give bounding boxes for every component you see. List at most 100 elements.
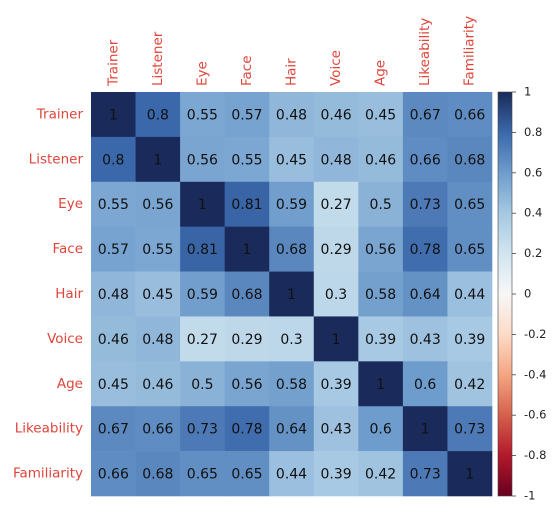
- cell-label: 0.68: [231, 287, 262, 303]
- heatmap-cell: [269, 316, 315, 362]
- cell-label: 0.46: [365, 152, 396, 168]
- cell-label: 0.68: [276, 242, 307, 258]
- cell-label: 0.5: [369, 197, 391, 213]
- heatmap-cell: [313, 406, 359, 452]
- cell-label: 0.3: [280, 332, 302, 348]
- heatmap-cell: [402, 451, 448, 497]
- cell-label: 0.67: [98, 422, 129, 438]
- cell-label: 1: [287, 287, 296, 303]
- row-label: Familiarity: [13, 466, 83, 482]
- cell-label: 0.68: [454, 152, 485, 168]
- cell-label: 0.45: [365, 107, 396, 123]
- heatmap-cell: [402, 181, 448, 227]
- heatmap-cell: [358, 316, 404, 362]
- column-label: Likeability: [417, 18, 433, 86]
- cell-label: 1: [376, 377, 385, 393]
- cell-label: 0.46: [98, 332, 129, 348]
- colorbar: [497, 91, 513, 497]
- row-label: Face: [52, 241, 83, 257]
- heatmap-cell: [135, 136, 181, 183]
- cell-label: 0.55: [142, 242, 173, 258]
- heatmap-cell: [269, 181, 315, 227]
- heatmap-cell: [135, 316, 181, 362]
- colorbar-tick-label: 0.4: [524, 206, 542, 220]
- heatmap-cell: [91, 226, 136, 272]
- heatmap-cell: [91, 451, 136, 497]
- heatmap-cell: [135, 226, 181, 272]
- cell-label: 0.66: [410, 152, 441, 168]
- heatmap-cell: [447, 181, 493, 227]
- row-label: Trainer: [36, 106, 84, 122]
- heatmap-cell: [447, 361, 493, 407]
- heatmap-cell: [180, 361, 225, 407]
- heatmap-cell: [402, 271, 448, 317]
- cell-label: 0.66: [454, 107, 485, 123]
- cell-label: 0.48: [276, 107, 307, 123]
- cell-label: 0.57: [231, 107, 262, 123]
- heatmap-cell: [313, 181, 359, 227]
- heatmap-cell: [224, 271, 270, 317]
- cell-label: 0.55: [98, 197, 129, 213]
- cell-label: 0.39: [454, 332, 485, 348]
- heatmap-cell: [313, 92, 359, 138]
- row-label: Listener: [29, 151, 84, 167]
- cell-label: 1: [198, 197, 207, 213]
- heatmap-cell: [358, 406, 404, 452]
- heatmap-cell: [180, 136, 225, 183]
- cell-label: 0.56: [187, 152, 218, 168]
- cell-label: 0.81: [231, 197, 262, 213]
- cell-label: 0.58: [276, 377, 307, 393]
- cell-label: 0.68: [142, 467, 173, 483]
- cell-label: 0.59: [187, 287, 218, 303]
- heatmap-cell: [402, 316, 448, 362]
- colorbar-tick-label: 0.2: [524, 246, 542, 260]
- heatmap-cell: [447, 316, 493, 362]
- heatmap-cell: [224, 181, 270, 227]
- heatmap-cell: [402, 226, 448, 272]
- cell-label: 0.66: [142, 422, 173, 438]
- cell-label: 0.29: [231, 332, 262, 348]
- heatmap-cell: [269, 451, 315, 497]
- cell-label: 0.27: [320, 197, 351, 213]
- cell-label: 0.3: [325, 287, 347, 303]
- heatmap-cell: [313, 226, 359, 272]
- cell-label: 0.6: [414, 377, 436, 393]
- row-label: Age: [57, 376, 83, 392]
- heatmap-cell: [224, 136, 270, 183]
- column-label: Voice: [328, 50, 344, 86]
- colorbar-tick-label: -1: [524, 489, 535, 503]
- cell-label: 0.81: [187, 242, 218, 258]
- heatmap-cell: [135, 92, 181, 138]
- cell-label: 0.73: [187, 422, 218, 438]
- cell-label: 0.29: [320, 242, 351, 258]
- heatmap-cell: [91, 136, 136, 183]
- heatmap-cell: [91, 92, 136, 138]
- colorbar-tick-label: 1: [524, 85, 531, 99]
- heatmap-cell: [358, 92, 404, 138]
- cell-label: 0.66: [98, 467, 129, 483]
- colorbar-tick-label: -0.2: [524, 327, 546, 341]
- cell-label: 1: [465, 467, 474, 483]
- heatmap-cell: [135, 406, 181, 452]
- heatmap-cell: [224, 226, 270, 272]
- heatmap-cell: [135, 271, 181, 317]
- heatmap-cell: [135, 451, 181, 497]
- heatmap-cell: [180, 181, 225, 227]
- cell-label: 0.46: [142, 377, 173, 393]
- heatmap-cell: [224, 361, 270, 407]
- cell-label: 0.42: [365, 467, 396, 483]
- cell-label: 0.59: [276, 197, 307, 213]
- heatmap-cell: [91, 316, 136, 362]
- heatmap-cell: [91, 271, 136, 317]
- heatmap-cell: [447, 451, 493, 497]
- heatmap-cell: [358, 361, 404, 407]
- cell-label: 0.55: [187, 107, 218, 123]
- row-label: Voice: [47, 331, 83, 347]
- cell-label: 0.65: [187, 467, 218, 483]
- column-label: Hair: [284, 58, 300, 86]
- heatmap-cell: [358, 181, 404, 227]
- heatmap-cell: [269, 136, 315, 183]
- heatmap-cell: [224, 92, 270, 138]
- heatmap-cell: [135, 181, 181, 227]
